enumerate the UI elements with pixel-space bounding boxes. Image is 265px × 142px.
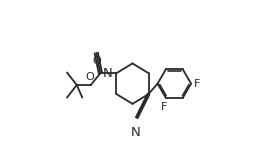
Text: N: N [103,67,113,80]
Text: N: N [130,126,140,139]
Text: F: F [194,79,201,89]
Text: O: O [92,56,101,66]
Text: O: O [86,72,94,82]
Text: F: F [161,102,168,112]
